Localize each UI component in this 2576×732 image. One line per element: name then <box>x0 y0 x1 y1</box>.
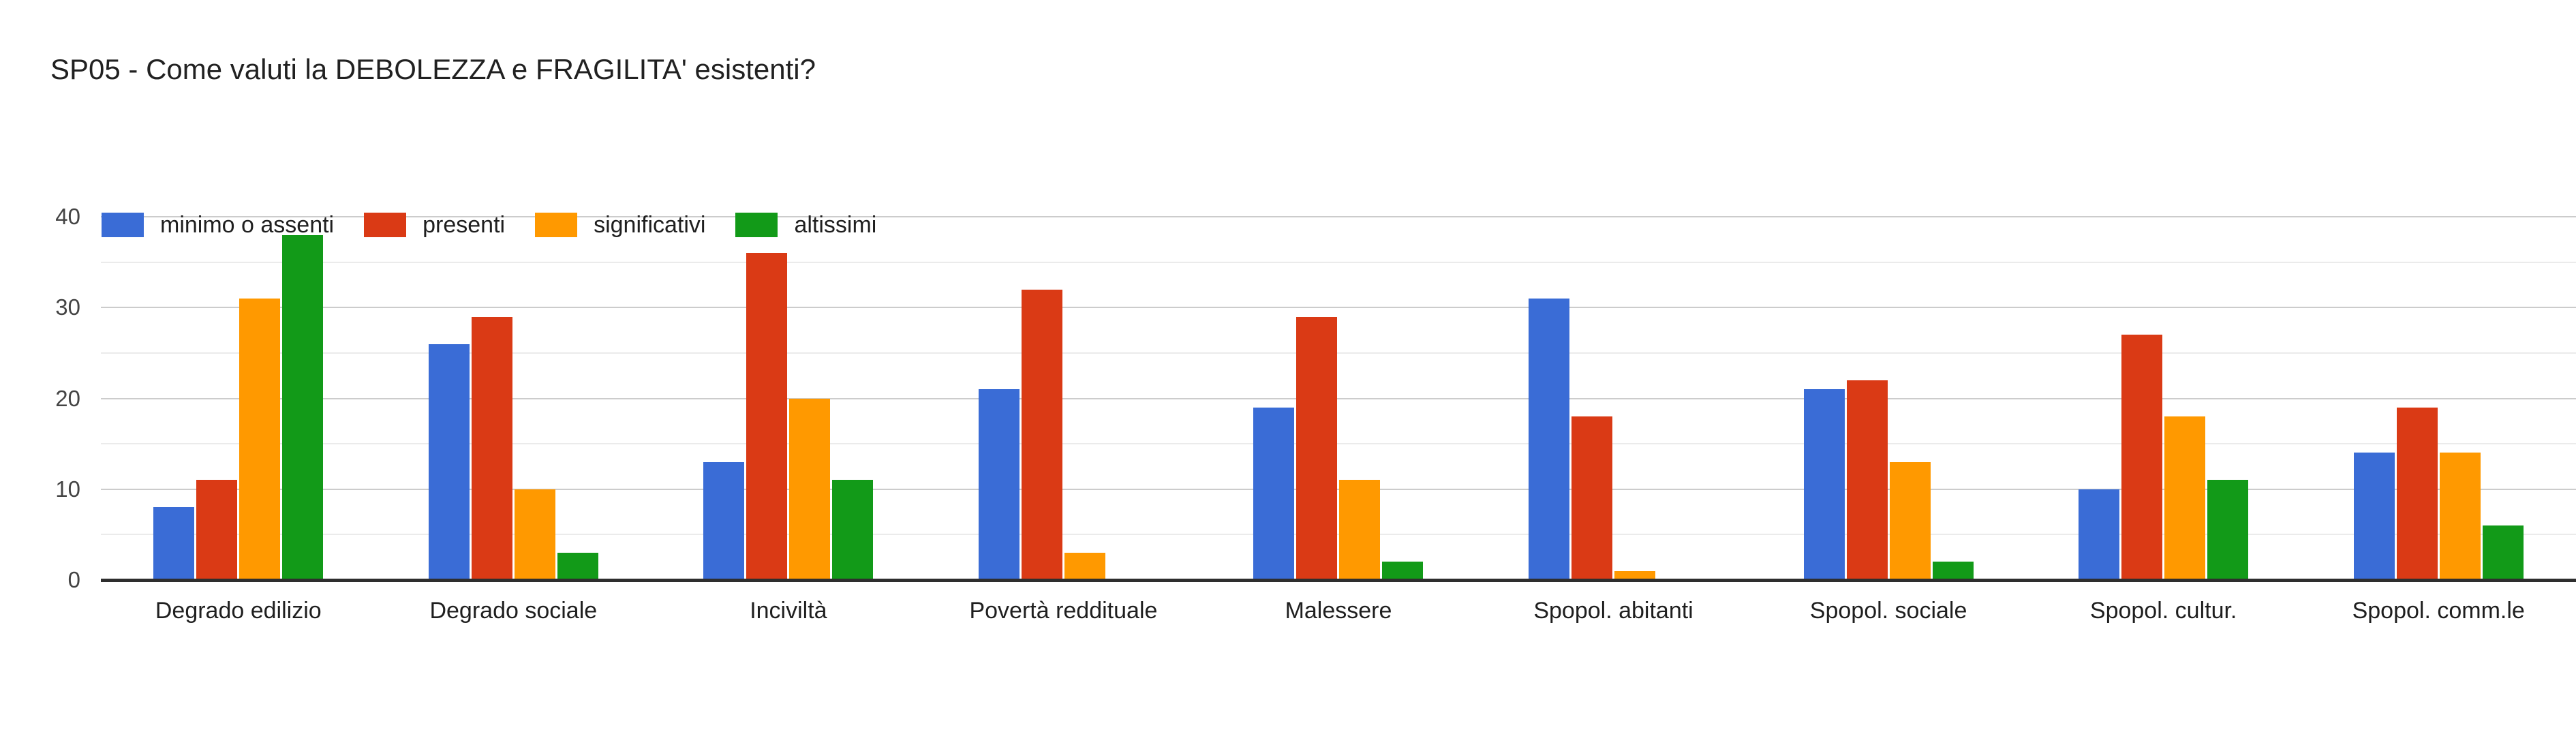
bar[interactable] <box>789 398 831 580</box>
legend: minimo o assenti presenti significativi alt… <box>102 211 906 239</box>
bar[interactable] <box>428 344 470 580</box>
minor-gridline <box>101 352 2576 354</box>
bar-group <box>1201 217 1476 580</box>
bar[interactable] <box>1339 480 1381 580</box>
category-label: Spopol. abitanti <box>1533 598 1693 624</box>
x-axis-line <box>101 579 2576 582</box>
category-label: Degrado sociale <box>429 598 598 624</box>
bar-group <box>376 217 651 580</box>
y-axis-tick-label: 30 <box>55 294 80 320</box>
major-gridline <box>101 397 2576 399</box>
bar[interactable] <box>746 253 788 580</box>
minor-gridline <box>101 443 2576 445</box>
bar[interactable] <box>832 480 874 580</box>
legend-item: presenti <box>364 211 505 239</box>
minor-gridline <box>101 261 2576 263</box>
bar[interactable] <box>196 480 238 580</box>
bar[interactable] <box>2207 480 2249 580</box>
legend-label: presenti <box>423 212 506 238</box>
bar[interactable] <box>1529 298 1570 580</box>
bar[interactable] <box>2121 335 2163 580</box>
category-label: Spopol. cultur. <box>2089 598 2237 624</box>
bar[interactable] <box>978 389 1019 580</box>
legend-label: minimo o assenti <box>160 212 335 238</box>
bar[interactable] <box>703 461 745 580</box>
bar[interactable] <box>2396 407 2438 580</box>
bar[interactable] <box>2079 489 2120 580</box>
legend-swatch <box>364 213 407 237</box>
legend-swatch <box>735 213 778 237</box>
legend-label: significativi <box>594 212 706 238</box>
bar[interactable] <box>2439 453 2481 580</box>
bar[interactable] <box>2353 453 2395 580</box>
major-gridline <box>101 307 2576 309</box>
legend-swatch <box>102 213 144 237</box>
bar[interactable] <box>1932 562 1974 580</box>
bar[interactable] <box>1253 407 1295 580</box>
bar[interactable] <box>1021 289 1062 580</box>
bar[interactable] <box>2482 525 2524 580</box>
category-label: Spopol. comm.le <box>2352 598 2525 624</box>
bar-group <box>651 217 926 580</box>
bar[interactable] <box>153 507 195 580</box>
legend-item: significativi <box>535 211 705 239</box>
bar[interactable] <box>1571 416 1613 580</box>
bar-group <box>2026 217 2301 580</box>
y-axis-tick-label: 0 <box>67 567 80 592</box>
legend-swatch <box>535 213 578 237</box>
major-gridline <box>101 216 2576 217</box>
bar-group <box>1476 217 1751 580</box>
bar-group <box>2301 217 2576 580</box>
plot-area <box>101 216 2576 582</box>
bar[interactable] <box>1296 316 1338 580</box>
category-label: Inciviltà <box>750 598 827 624</box>
bar[interactable] <box>282 234 324 580</box>
legend-item: minimo o assenti <box>102 211 334 239</box>
category-label: Povertà reddituale <box>969 598 1158 624</box>
legend-label: altissimi <box>794 212 877 238</box>
major-gridline <box>101 488 2576 490</box>
bar[interactable] <box>1889 461 1931 580</box>
y-axis-tick-label: 40 <box>55 204 80 229</box>
bar[interactable] <box>557 553 598 580</box>
y-axis-tick-label: 20 <box>55 385 80 411</box>
bar[interactable] <box>471 316 512 580</box>
category-label: Degrado edilizio <box>155 598 322 624</box>
legend-item: altissimi <box>735 211 876 239</box>
category-label: Malessere <box>1285 598 1392 624</box>
bar[interactable] <box>1064 553 1105 580</box>
bar[interactable] <box>239 298 281 580</box>
bar[interactable] <box>1803 389 1845 580</box>
chart-title: SP05 - Come valuti la DEBOLEZZA e FRAGIL… <box>50 53 816 85</box>
category-label: Spopol. sociale <box>1809 598 1967 624</box>
y-axis-tick-label: 10 <box>55 476 80 502</box>
minor-gridline <box>101 534 2576 536</box>
bar[interactable] <box>514 489 555 580</box>
bar-group <box>101 217 376 580</box>
bar[interactable] <box>1614 570 1656 580</box>
bar[interactable] <box>1382 562 1424 580</box>
bar-group <box>926 217 1201 580</box>
bar-group <box>1751 217 2026 580</box>
bar[interactable] <box>1846 380 1888 580</box>
bar[interactable] <box>2164 416 2206 580</box>
